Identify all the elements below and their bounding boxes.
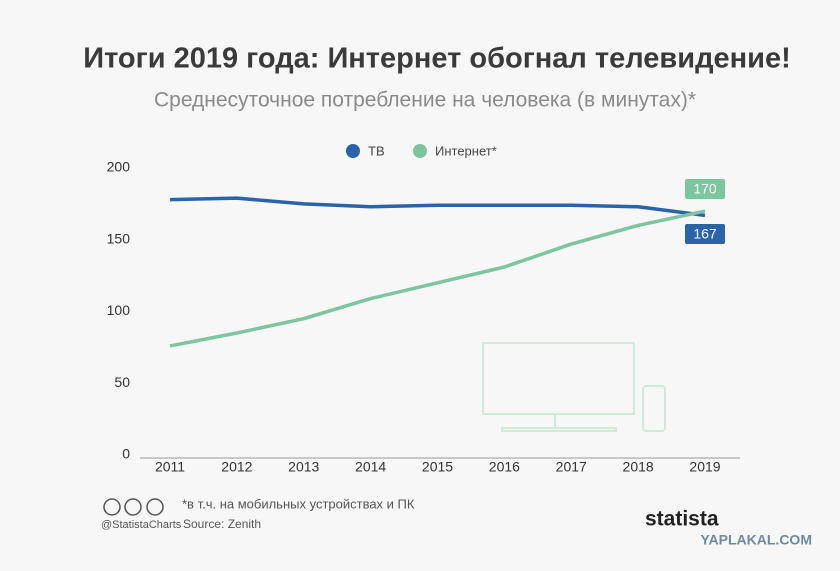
y-tick-label: 0 — [122, 446, 130, 462]
series-line — [169, 209, 706, 348]
chart-title: Итоги 2019 года: Интернет обогнал телеви… — [83, 43, 790, 75]
y-tick-label: 150 — [107, 230, 131, 246]
x-tick-label: 2019 — [689, 459, 720, 475]
x-tick-label: 2015 — [422, 459, 453, 475]
value-label-box — [685, 224, 725, 244]
source: Source: Zenith — [183, 517, 261, 531]
handle: @StatistaCharts — [101, 519, 182, 531]
footnote: *в т.ч. на мобильных устройствах и ПК — [182, 496, 415, 511]
cc-icons — [103, 498, 164, 516]
legend-label: ТВ — [368, 143, 385, 158]
watermark: YAPLAKAL.COM — [701, 532, 813, 548]
value-label: 170 — [693, 181, 717, 197]
device-icons — [482, 342, 666, 432]
x-tick-label: 2013 — [288, 459, 319, 475]
value-label: 167 — [693, 226, 717, 242]
legend-marker — [346, 144, 360, 158]
value-label-box — [685, 179, 725, 199]
x-tick-label: 2014 — [355, 459, 386, 475]
chart-subtitle: Среднесуточное потребление на человека (… — [154, 89, 696, 112]
x-tick-label: 2016 — [489, 459, 520, 475]
x-tick-label: 2012 — [221, 459, 252, 475]
y-tick-label: 100 — [107, 302, 131, 318]
x-tick-label: 2018 — [623, 459, 654, 475]
legend-label: Интернет* — [435, 143, 497, 158]
brand: statista — [645, 508, 719, 531]
x-tick-label: 2017 — [556, 459, 587, 475]
legend-marker — [413, 144, 427, 158]
y-tick-label: 50 — [114, 374, 130, 390]
x-tick-label: 2011 — [155, 459, 185, 475]
series-line — [169, 196, 706, 218]
y-tick-label: 200 — [107, 159, 131, 175]
